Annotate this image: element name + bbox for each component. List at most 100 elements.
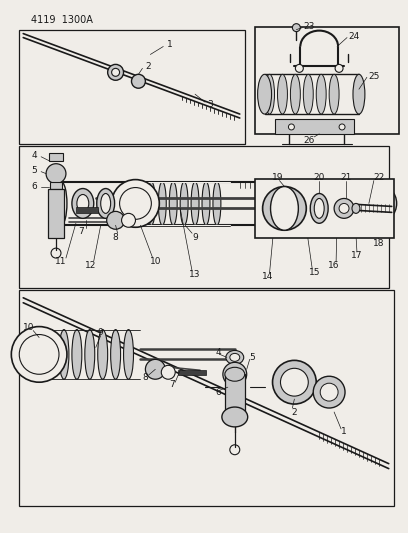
- Text: 19: 19: [272, 173, 283, 182]
- Circle shape: [131, 74, 145, 88]
- Circle shape: [19, 335, 59, 374]
- Text: 23: 23: [304, 22, 315, 31]
- Ellipse shape: [314, 198, 324, 219]
- Circle shape: [295, 64, 303, 72]
- Bar: [48, 189, 64, 238]
- Ellipse shape: [111, 329, 121, 379]
- Ellipse shape: [352, 195, 362, 212]
- Circle shape: [145, 359, 165, 379]
- Ellipse shape: [329, 74, 339, 114]
- Circle shape: [112, 68, 120, 76]
- Ellipse shape: [213, 182, 221, 225]
- Ellipse shape: [353, 74, 365, 114]
- Circle shape: [313, 376, 345, 408]
- Ellipse shape: [230, 353, 240, 361]
- Text: 26: 26: [304, 136, 315, 146]
- Text: 17: 17: [351, 251, 363, 260]
- Text: 22: 22: [373, 173, 384, 182]
- Circle shape: [122, 213, 135, 227]
- Circle shape: [288, 124, 295, 130]
- Text: 12: 12: [85, 261, 96, 270]
- Text: 24: 24: [348, 32, 359, 41]
- Ellipse shape: [46, 329, 56, 379]
- Bar: [255, 179, 394, 238]
- Text: 1: 1: [167, 40, 173, 49]
- Text: 1: 1: [341, 427, 347, 437]
- Text: 4119  1300A: 4119 1300A: [31, 15, 93, 25]
- Circle shape: [365, 191, 389, 215]
- Text: 14: 14: [262, 272, 273, 281]
- Circle shape: [334, 198, 354, 219]
- Ellipse shape: [257, 74, 272, 114]
- Ellipse shape: [352, 204, 360, 213]
- Ellipse shape: [264, 74, 275, 114]
- Circle shape: [263, 187, 306, 230]
- Text: 13: 13: [189, 270, 201, 279]
- Ellipse shape: [335, 197, 343, 211]
- Circle shape: [320, 383, 338, 401]
- Ellipse shape: [55, 182, 67, 225]
- Circle shape: [120, 188, 151, 219]
- Ellipse shape: [225, 367, 245, 381]
- Text: 20: 20: [313, 173, 325, 182]
- Text: 8: 8: [142, 373, 148, 382]
- Circle shape: [11, 327, 67, 382]
- Circle shape: [271, 195, 298, 222]
- Ellipse shape: [97, 189, 115, 219]
- Text: 7: 7: [169, 379, 175, 389]
- Circle shape: [264, 183, 304, 223]
- Ellipse shape: [147, 182, 155, 225]
- Circle shape: [273, 191, 296, 215]
- Ellipse shape: [226, 350, 244, 365]
- Ellipse shape: [271, 187, 298, 230]
- Text: 3: 3: [207, 100, 213, 109]
- Circle shape: [106, 212, 124, 229]
- Text: 2: 2: [146, 62, 151, 71]
- Text: 8: 8: [113, 233, 118, 241]
- Bar: [178, 370, 206, 375]
- Circle shape: [335, 64, 343, 72]
- Ellipse shape: [158, 182, 166, 225]
- Bar: [275, 119, 354, 134]
- Text: 4: 4: [215, 348, 221, 357]
- Text: 15: 15: [308, 269, 320, 278]
- Text: 6: 6: [31, 182, 37, 191]
- Text: 2: 2: [292, 408, 297, 416]
- Ellipse shape: [169, 182, 177, 225]
- Text: 18: 18: [373, 239, 385, 248]
- Circle shape: [108, 64, 124, 80]
- Circle shape: [293, 23, 300, 31]
- Circle shape: [273, 360, 316, 404]
- Text: 6: 6: [215, 387, 221, 397]
- Ellipse shape: [191, 182, 199, 225]
- Bar: [255, 27, 399, 134]
- Ellipse shape: [180, 182, 188, 225]
- Text: 10: 10: [23, 323, 35, 332]
- Circle shape: [112, 180, 159, 227]
- Ellipse shape: [59, 329, 69, 379]
- Ellipse shape: [101, 193, 111, 213]
- Circle shape: [289, 193, 309, 213]
- Ellipse shape: [316, 74, 326, 114]
- Ellipse shape: [332, 192, 346, 214]
- Text: 10: 10: [150, 256, 161, 265]
- Ellipse shape: [290, 74, 300, 114]
- Text: 5: 5: [249, 353, 255, 362]
- Ellipse shape: [77, 195, 89, 212]
- Circle shape: [161, 365, 175, 379]
- Circle shape: [223, 362, 247, 386]
- Circle shape: [46, 164, 66, 183]
- Text: 9: 9: [192, 233, 198, 241]
- Ellipse shape: [202, 182, 210, 225]
- Bar: [49, 153, 63, 161]
- Text: 4: 4: [31, 151, 37, 160]
- Ellipse shape: [98, 329, 108, 379]
- Circle shape: [357, 183, 397, 223]
- Circle shape: [280, 368, 308, 396]
- Text: 9: 9: [98, 328, 104, 337]
- Text: 5: 5: [31, 166, 37, 175]
- Ellipse shape: [85, 329, 95, 379]
- Ellipse shape: [72, 189, 94, 219]
- Text: 11: 11: [55, 256, 67, 265]
- Bar: [225, 374, 245, 412]
